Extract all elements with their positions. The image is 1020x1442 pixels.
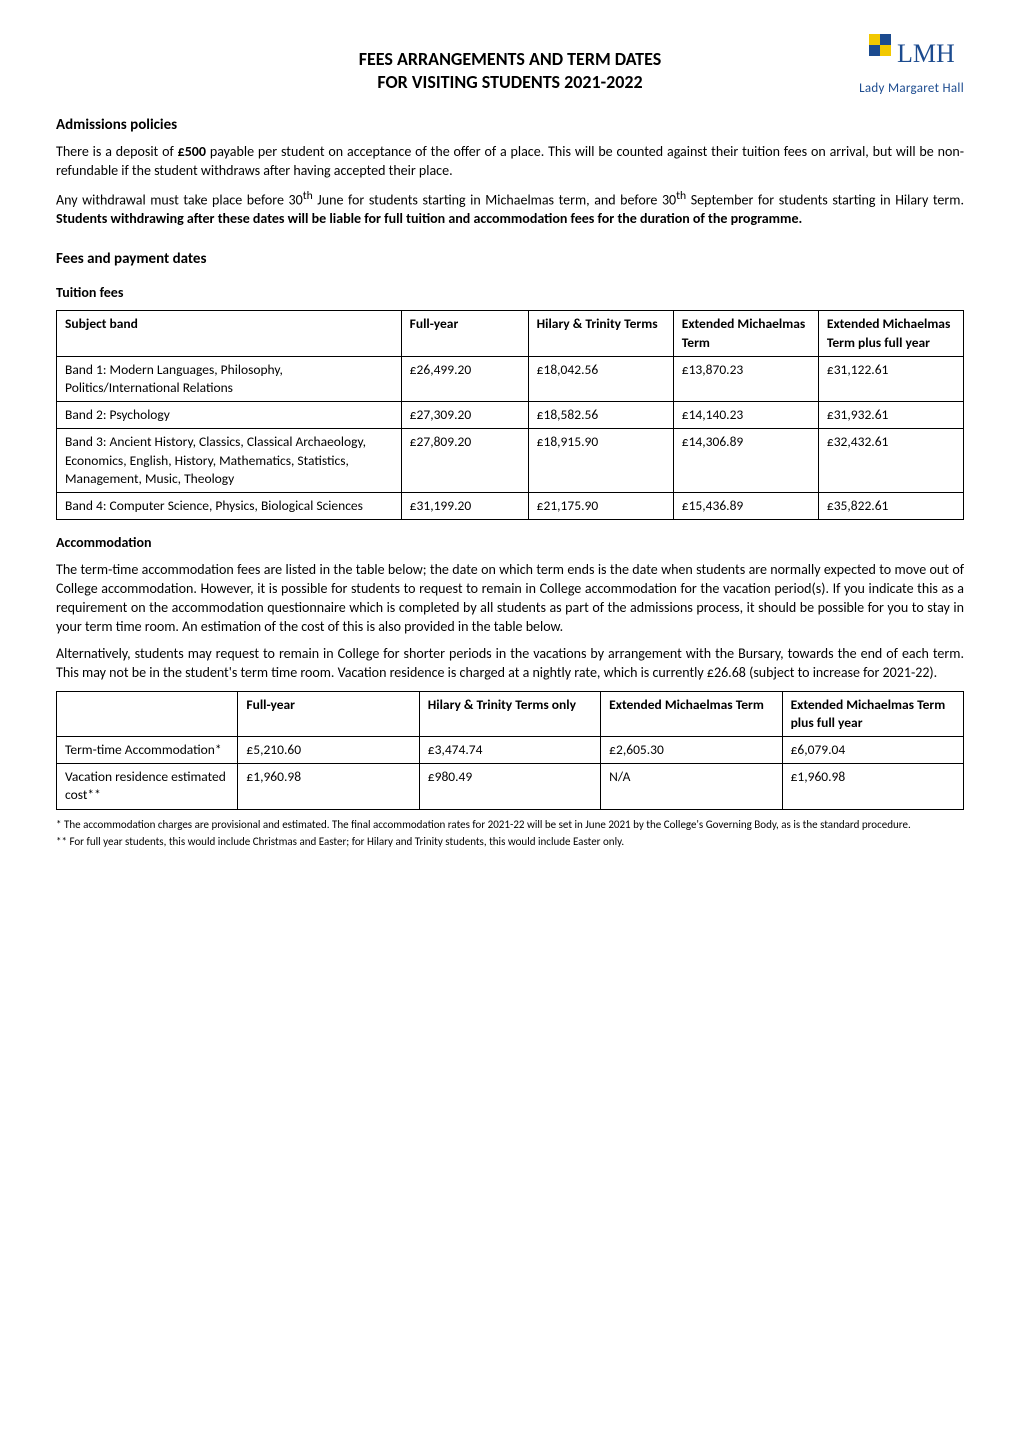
accommodation-para-2: Alternatively, students may request to r… (56, 645, 964, 683)
table-header: Extended Michaelmas Term (601, 691, 782, 736)
table-cell: £1,960.98 (238, 764, 419, 809)
table-cell: N/A (601, 764, 782, 809)
table-cell: £18,582.56 (528, 402, 673, 429)
table-header (57, 691, 238, 736)
accommodation-heading: Accommodation (56, 534, 964, 553)
tuition-heading: Tuition fees (56, 284, 964, 303)
text: June for students starting in Michaelmas… (313, 191, 676, 208)
table-cell: Term-time Accommodation* (57, 737, 238, 764)
text: Any withdrawal must take place before 30 (56, 191, 303, 208)
table-row: Band 4: Computer Science, Physics, Biolo… (57, 493, 964, 520)
deposit-amount: £500 (178, 143, 206, 160)
admissions-heading: Admissions policies (56, 115, 964, 135)
logo-crest-icon: LMH (867, 32, 957, 78)
table-cell: Band 3: Ancient History, Classics, Class… (57, 429, 402, 493)
table-header: Extended Michaelmas Term plus full year (782, 691, 963, 736)
withdrawal-warning: Students withdrawing after these dates w… (56, 210, 802, 227)
table-cell: £3,474.74 (419, 737, 600, 764)
table-row: Band 1: Modern Languages, Philosophy, Po… (57, 356, 964, 401)
table-cell: Band 2: Psychology (57, 402, 402, 429)
table-cell: £14,306.89 (673, 429, 818, 493)
admissions-para-2: Any withdrawal must take place before 30… (56, 189, 964, 229)
fees-heading: Fees and payment dates (56, 249, 964, 269)
table-cell: £13,870.23 (673, 356, 818, 401)
table-header: Extended Michaelmas Term plus full year (818, 311, 963, 356)
page-title-line1: FEES ARRANGEMENTS AND TERM DATES (56, 48, 964, 71)
table-cell: £6,079.04 (782, 737, 963, 764)
table-cell: Band 1: Modern Languages, Philosophy, Po… (57, 356, 402, 401)
table-cell: £2,605.30 (601, 737, 782, 764)
admissions-para-1: There is a deposit of £500 payable per s… (56, 143, 964, 181)
table-cell: £27,809.20 (401, 429, 528, 493)
table-row: Term-time Accommodation*£5,210.60£3,474.… (57, 737, 964, 764)
table-header: Full-year (401, 311, 528, 356)
footnote-1: * The accommodation charges are provisio… (56, 818, 964, 832)
tuition-fees-table: Subject bandFull-yearHilary & Trinity Te… (56, 310, 964, 520)
table-row: Band 3: Ancient History, Classics, Class… (57, 429, 964, 493)
table-header: Extended Michaelmas Term (673, 311, 818, 356)
table-header: Hilary & Trinity Terms only (419, 691, 600, 736)
table-cell: Vacation residence estimated cost** (57, 764, 238, 809)
logo: LMH Lady Margaret Hall (859, 32, 964, 98)
table-cell: £27,309.20 (401, 402, 528, 429)
logo-text: Lady Margaret Hall (859, 80, 964, 98)
table-cell: Band 4: Computer Science, Physics, Biolo… (57, 493, 402, 520)
table-cell: £15,436.89 (673, 493, 818, 520)
table-header: Subject band (57, 311, 402, 356)
table-cell: £980.49 (419, 764, 600, 809)
table-cell: £35,822.61 (818, 493, 963, 520)
ordinal-suffix: th (303, 189, 313, 203)
text: September for students starting in Hilar… (686, 191, 964, 208)
accommodation-table: Full-yearHilary & Trinity Terms onlyExte… (56, 691, 964, 810)
table-cell: £31,199.20 (401, 493, 528, 520)
table-cell: £18,042.56 (528, 356, 673, 401)
table-header: Hilary & Trinity Terms (528, 311, 673, 356)
accommodation-para-1: The term-time accommodation fees are lis… (56, 561, 964, 637)
table-cell: £26,499.20 (401, 356, 528, 401)
table-cell: £1,960.98 (782, 764, 963, 809)
table-cell: £21,175.90 (528, 493, 673, 520)
table-header: Full-year (238, 691, 419, 736)
table-row: Band 2: Psychology£27,309.20£18,582.56£1… (57, 402, 964, 429)
table-row: Vacation residence estimated cost**£1,96… (57, 764, 964, 809)
text: There is a deposit of (56, 143, 178, 160)
table-cell: £18,915.90 (528, 429, 673, 493)
table-cell: £32,432.61 (818, 429, 963, 493)
page-title-line2: FOR VISITING STUDENTS 2021-2022 (56, 71, 964, 94)
ordinal-suffix: th (676, 189, 686, 203)
svg-text:LMH: LMH (897, 39, 955, 68)
table-cell: £31,932.61 (818, 402, 963, 429)
footnote-2: ** For full year students, this would in… (56, 835, 964, 849)
table-cell: £5,210.60 (238, 737, 419, 764)
table-cell: £31,122.61 (818, 356, 963, 401)
table-cell: £14,140.23 (673, 402, 818, 429)
